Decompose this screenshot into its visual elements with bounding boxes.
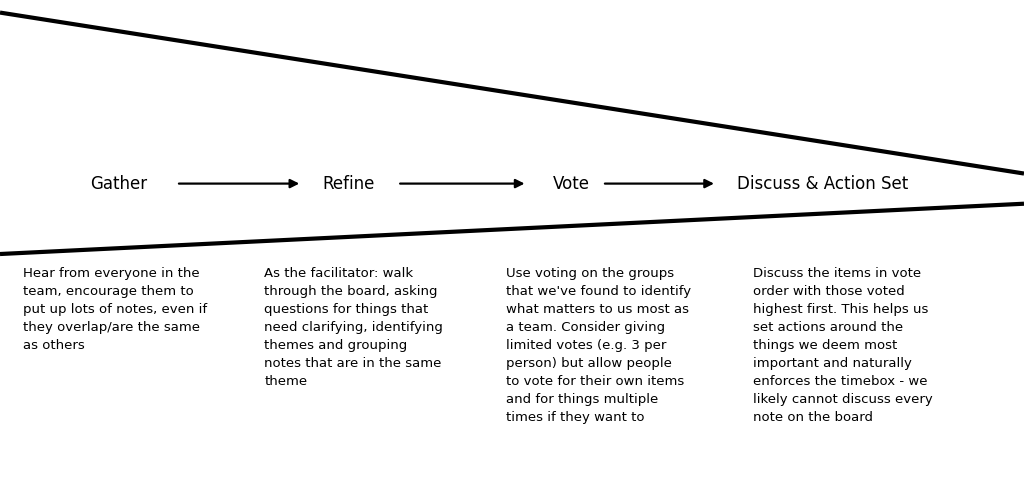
Text: Discuss & Action Set: Discuss & Action Set <box>737 175 908 193</box>
Text: As the facilitator: walk
through the board, asking
questions for things that
nee: As the facilitator: walk through the boa… <box>264 267 443 388</box>
Text: Discuss the items in vote
order with those voted
highest first. This helps us
se: Discuss the items in vote order with tho… <box>753 267 933 424</box>
Text: Vote: Vote <box>553 175 590 193</box>
Text: Use voting on the groups
that we've found to identify
what matters to us most as: Use voting on the groups that we've foun… <box>506 267 691 424</box>
Text: Hear from everyone in the
team, encourage them to
put up lots of notes, even if
: Hear from everyone in the team, encourag… <box>23 267 207 352</box>
Text: Refine: Refine <box>323 175 375 193</box>
Text: Gather: Gather <box>90 175 147 193</box>
